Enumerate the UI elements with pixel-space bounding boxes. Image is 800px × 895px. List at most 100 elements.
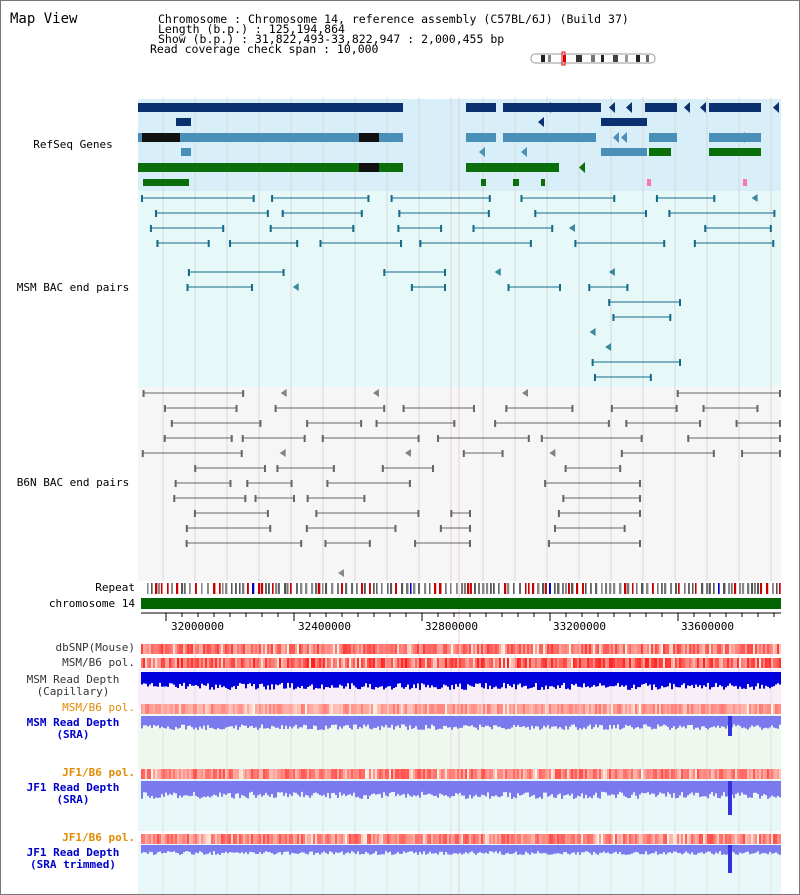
heat-cell xyxy=(475,769,477,779)
heat-cell xyxy=(373,658,375,668)
heat-cell xyxy=(657,834,659,844)
depth-bar xyxy=(589,672,591,688)
depth-bar xyxy=(403,781,405,795)
heat-cell xyxy=(143,658,145,668)
heat-cell xyxy=(203,769,205,779)
heat-cell xyxy=(259,704,261,714)
heat-cell xyxy=(147,704,149,714)
heat-cell xyxy=(657,769,659,779)
depth-bar xyxy=(341,716,343,729)
depth-bar xyxy=(563,845,565,853)
heat-cell xyxy=(445,704,447,714)
depth-bar xyxy=(671,845,673,854)
heat-cell xyxy=(587,644,589,654)
heat-cell xyxy=(149,644,151,654)
heat-cell xyxy=(553,644,555,654)
heat-cell xyxy=(413,644,415,654)
heat-cell xyxy=(181,644,183,654)
heat-cell xyxy=(541,704,543,714)
depth-bar xyxy=(699,672,701,686)
depth-bar xyxy=(195,781,197,796)
heat-cell xyxy=(433,644,435,654)
depth-bar xyxy=(281,672,283,683)
depth-bar xyxy=(257,716,259,730)
depth-bar xyxy=(437,845,439,855)
heat-cell xyxy=(465,658,467,668)
depth-bar xyxy=(525,845,527,852)
heat-cell xyxy=(249,644,251,654)
depth-bar xyxy=(487,781,489,793)
heat-cell xyxy=(751,658,753,668)
heat-cell xyxy=(153,704,155,714)
heat-cell xyxy=(761,704,763,714)
depth-bar xyxy=(309,781,311,798)
track-label-b6n-bac[interactable]: B6N BAC end pairs xyxy=(16,476,130,489)
depth-bar xyxy=(649,781,651,795)
depth-bar xyxy=(199,781,201,799)
heat-cell xyxy=(397,834,399,844)
depth-bar xyxy=(383,781,385,793)
depth-bar xyxy=(235,845,237,853)
depth-bar xyxy=(755,845,757,853)
heat-cell xyxy=(755,834,757,844)
repeat-element xyxy=(627,583,630,594)
track-label-msm-bac[interactable]: MSM BAC end pairs xyxy=(16,281,130,294)
heat-cell xyxy=(481,644,483,654)
depth-bar xyxy=(323,672,325,690)
depth-bar xyxy=(653,845,655,854)
repeat-element xyxy=(410,583,412,594)
repeat-element xyxy=(601,583,603,594)
heat-cell xyxy=(331,834,333,844)
heat-cell xyxy=(395,704,397,714)
depth-bar xyxy=(625,781,627,797)
depth-bar xyxy=(149,672,151,685)
depth-bar xyxy=(683,716,685,727)
depth-bar xyxy=(705,716,707,729)
heat-cell xyxy=(389,769,391,779)
depth-bar xyxy=(701,781,703,797)
heat-cell xyxy=(629,769,631,779)
heat-cell xyxy=(371,704,373,714)
depth-bar xyxy=(657,716,659,725)
heat-cell xyxy=(707,769,709,779)
heat-cell xyxy=(411,769,413,779)
heat-cell xyxy=(297,834,299,844)
heat-cell xyxy=(305,658,307,668)
heat-cell xyxy=(271,769,273,779)
depth-bar xyxy=(577,845,579,853)
depth-bar xyxy=(751,845,753,854)
gene-block xyxy=(709,133,761,142)
depth-bar xyxy=(763,716,765,729)
depth-bar xyxy=(645,845,647,852)
heat-cell xyxy=(575,644,577,654)
heat-cell xyxy=(733,658,735,668)
heat-cell xyxy=(173,704,175,714)
depth-bar xyxy=(269,716,271,729)
heat-cell xyxy=(667,769,669,779)
heat-cell xyxy=(679,704,681,714)
heat-cell xyxy=(343,658,345,668)
depth-bar xyxy=(687,672,689,686)
depth-bar xyxy=(661,716,663,727)
depth-bar xyxy=(305,672,307,689)
depth-bar xyxy=(335,672,337,688)
bac-end xyxy=(241,435,244,442)
depth-bar xyxy=(609,716,611,725)
depth-bar xyxy=(181,845,183,855)
track-label-refseq-genes[interactable]: RefSeq Genes xyxy=(33,138,113,151)
depth-bar xyxy=(363,716,365,725)
depth-bar xyxy=(377,781,379,795)
heat-cell xyxy=(183,834,185,844)
depth-bar xyxy=(659,845,661,854)
depth-bar xyxy=(337,672,339,688)
heat-cell xyxy=(241,658,243,668)
depth-bar xyxy=(433,781,435,796)
depth-bar xyxy=(191,672,193,686)
heat-cell xyxy=(555,834,557,844)
heat-cell xyxy=(351,769,353,779)
heat-cell xyxy=(213,658,215,668)
heat-cell xyxy=(147,644,149,654)
gene-arrow xyxy=(626,102,632,113)
heat-cell xyxy=(681,704,683,714)
